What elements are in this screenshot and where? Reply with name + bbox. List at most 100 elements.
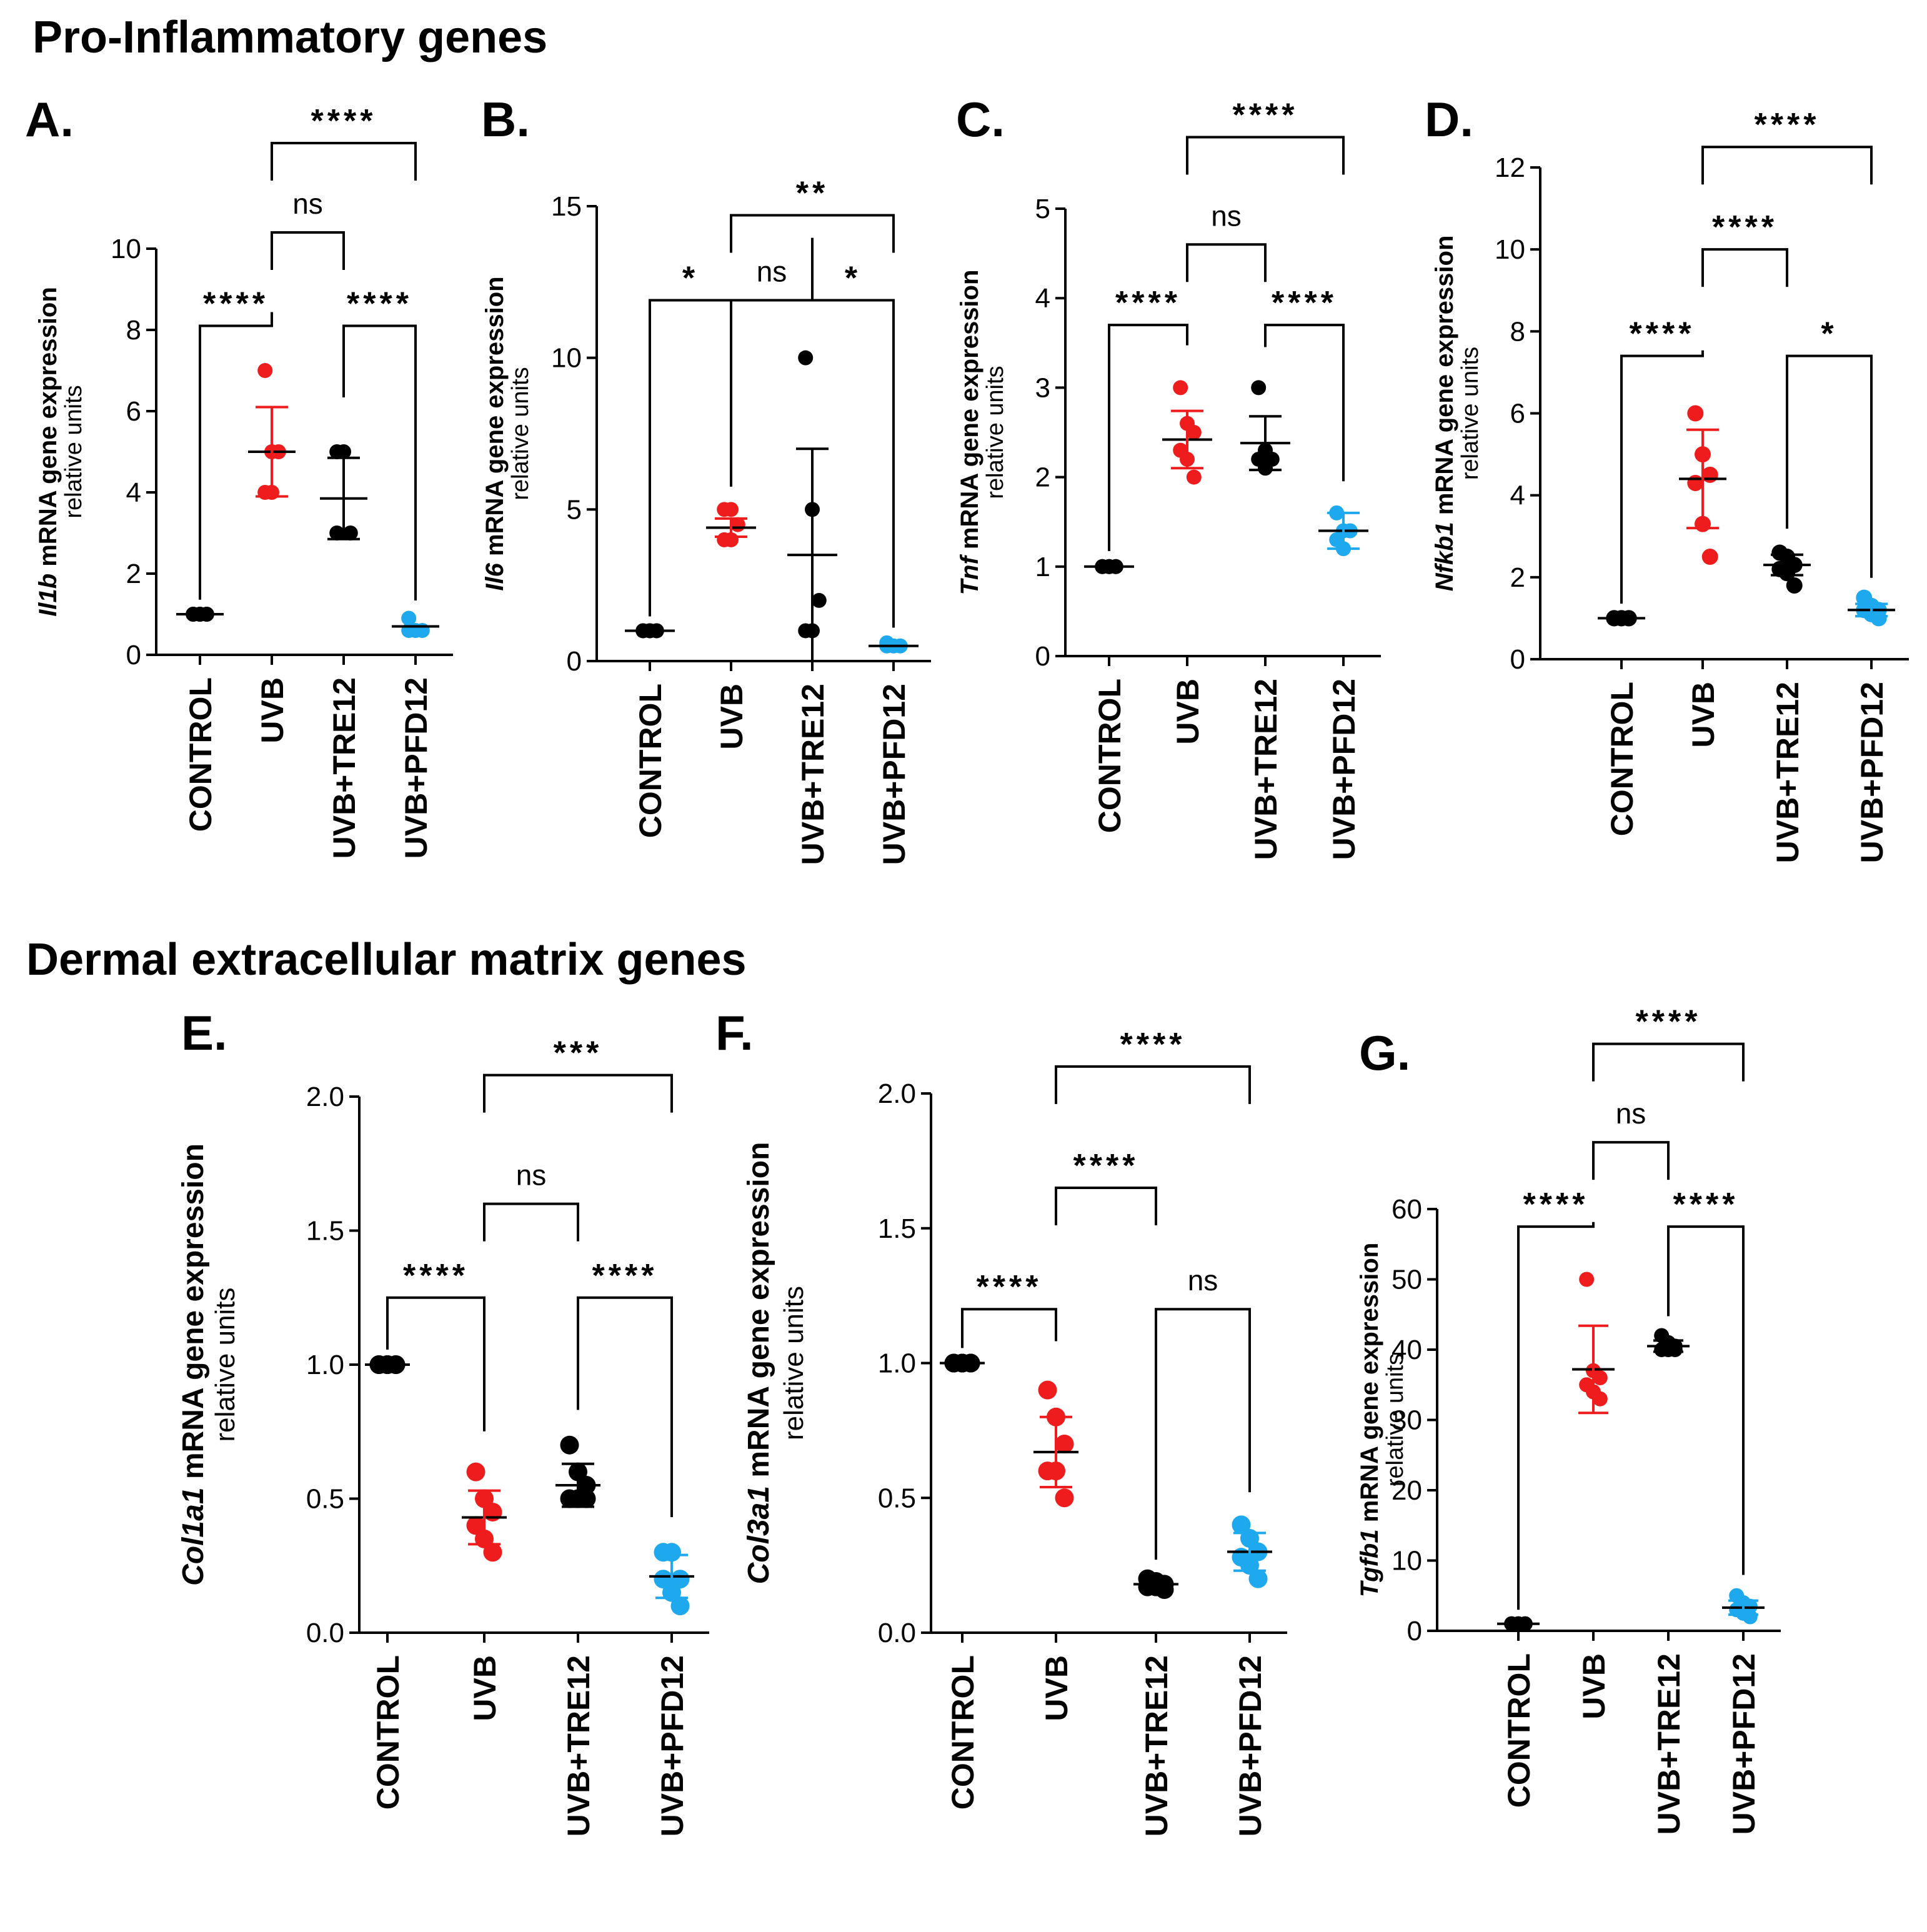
significance-label: * xyxy=(682,260,699,296)
significance-label: **** xyxy=(1755,107,1820,143)
x-category-label: UVB+TRE12 xyxy=(1248,679,1283,860)
y-tick-label: 1.5 xyxy=(306,1216,344,1247)
data-point xyxy=(1742,1609,1758,1625)
x-category-label: CONTROL xyxy=(371,1655,406,1810)
y-axis-label-rest: mRNA gene expression xyxy=(742,1142,775,1486)
significance-bracket xyxy=(1701,248,1788,287)
significance-bracket xyxy=(577,1296,673,1517)
significance-bracket xyxy=(483,1202,579,1242)
significance-bracket xyxy=(199,312,273,600)
significance-label: ns xyxy=(292,187,323,220)
y-tick-label: 10 xyxy=(1495,234,1525,265)
y-tick-label: 5 xyxy=(1035,194,1050,224)
chart-panel-6: F. 0.0 0.5 1.0 1.5 2.0 CONTROL UVB UVB+TRE12 UVB+… xyxy=(715,1005,1287,1836)
significance-label: **** xyxy=(1523,1187,1589,1223)
data-point xyxy=(811,592,827,608)
y-axis-label: Tgfb1 mRNA gene expression xyxy=(1356,1243,1383,1598)
data-point xyxy=(1186,425,1202,440)
y-axis-sublabel: relative units xyxy=(1382,1353,1408,1486)
data-point xyxy=(483,1543,502,1562)
significance-label: ns xyxy=(1188,1264,1218,1297)
panel-label: F. xyxy=(715,1005,754,1060)
y-axis-label-gene: Col1a1 xyxy=(177,1487,210,1585)
y-axis-label-gene: Il1b xyxy=(34,574,62,617)
significance-label: **** xyxy=(592,1258,658,1294)
significance-label: **** xyxy=(1120,1027,1186,1063)
data-point xyxy=(1667,1342,1683,1357)
x-category-label: UVB+PFD12 xyxy=(1726,1653,1761,1835)
y-tick-label: 0 xyxy=(126,640,141,670)
significance-label: * xyxy=(1821,316,1837,352)
y-tick-label: 3 xyxy=(1035,372,1050,403)
data-point xyxy=(336,444,351,459)
data-point xyxy=(342,525,358,540)
x-category-label: CONTROL xyxy=(1092,679,1127,833)
x-category-label: CONTROL xyxy=(1605,682,1640,836)
y-tick-label: 2.0 xyxy=(878,1078,916,1109)
y-axis-label-rest: mRNA gene expression xyxy=(177,1143,210,1487)
y-tick-label: 4 xyxy=(1510,481,1525,511)
significance-bracket xyxy=(649,299,732,617)
data-point xyxy=(1870,610,1887,627)
y-tick-label: 10 xyxy=(111,234,141,264)
significance-bracket xyxy=(386,1296,485,1432)
data-point xyxy=(401,610,417,626)
significance-label: **** xyxy=(311,103,377,139)
y-axis-sublabel: relative units xyxy=(779,1286,809,1440)
significance-bracket xyxy=(1701,146,1873,185)
y-axis-label-gene: Tnf xyxy=(956,554,983,595)
y-axis-label-gene: Nfkb1 xyxy=(1431,522,1458,591)
significance-label: **** xyxy=(1272,285,1337,321)
x-category-label: UVB+PFD12 xyxy=(399,677,434,859)
significance-label: ns xyxy=(1211,199,1242,232)
y-tick-label: 0 xyxy=(567,646,582,677)
y-tick-label: 0.5 xyxy=(306,1484,344,1515)
data-point xyxy=(724,502,739,517)
significance-label: ns xyxy=(1616,1097,1646,1130)
significance-bracket xyxy=(1108,324,1188,551)
y-axis-sublabel: relative units xyxy=(1457,347,1483,480)
significance-bracket xyxy=(1786,354,1873,578)
y-tick-label: 1.0 xyxy=(878,1348,916,1379)
data-point xyxy=(1038,1380,1057,1400)
y-axis-label: Col1a1 mRNA gene expression xyxy=(177,1143,210,1586)
x-category-label: UVB xyxy=(1039,1655,1074,1721)
significance-bracket xyxy=(271,142,417,181)
significance-label: ** xyxy=(796,176,829,212)
data-point xyxy=(654,1570,673,1589)
panel-label: A. xyxy=(25,92,74,147)
y-tick-label: 4 xyxy=(1035,283,1050,314)
data-point xyxy=(798,350,814,366)
x-category-label: UVB+TRE12 xyxy=(327,677,362,859)
y-tick-label: 2 xyxy=(1510,562,1525,593)
panel-label: C. xyxy=(956,92,1005,147)
x-category-label: UVB xyxy=(1576,1653,1611,1720)
y-tick-label: 20 xyxy=(1392,1475,1422,1506)
chart-panel-3: C. 0 1 2 3 4 5 CONTROL UVB UVB+TRE12 UVB+PFD12 Tnf … xyxy=(956,92,1381,860)
data-point xyxy=(1251,380,1267,396)
significance-label: *** xyxy=(554,1035,603,1072)
y-tick-label: 12 xyxy=(1495,152,1525,183)
y-tick-label: 0 xyxy=(1407,1616,1422,1646)
significance-bracket xyxy=(1592,1141,1670,1180)
x-category-label: UVB+PFD12 xyxy=(655,1655,690,1836)
x-category-label: UVB+PFD12 xyxy=(1855,682,1890,863)
y-tick-label: 6 xyxy=(1510,399,1525,429)
y-axis-label-rest: mRNA gene expression xyxy=(1356,1243,1383,1530)
data-point xyxy=(670,1596,690,1616)
y-tick-label: 1.0 xyxy=(306,1350,344,1380)
y-axis-label-gene: Il6 xyxy=(481,562,509,590)
x-category-label: UVB xyxy=(467,1655,502,1721)
significance-bracket xyxy=(1620,350,1704,604)
data-point xyxy=(1055,1488,1074,1508)
y-axis-sublabel: relative units xyxy=(982,366,1008,499)
data-point xyxy=(257,363,273,378)
y-tick-label: 10 xyxy=(551,343,582,374)
y-axis-label-gene: Col3a1 xyxy=(742,1486,775,1584)
y-tick-label: 4 xyxy=(126,477,141,508)
y-axis-label-rest: mRNA gene expression xyxy=(956,270,983,557)
significance-bracket xyxy=(1264,324,1345,482)
section-title-extracellular-matrix: Dermal extracellular matrix genes xyxy=(26,935,747,985)
y-tick-label: 2 xyxy=(126,559,141,589)
significance-bracket xyxy=(811,237,895,628)
